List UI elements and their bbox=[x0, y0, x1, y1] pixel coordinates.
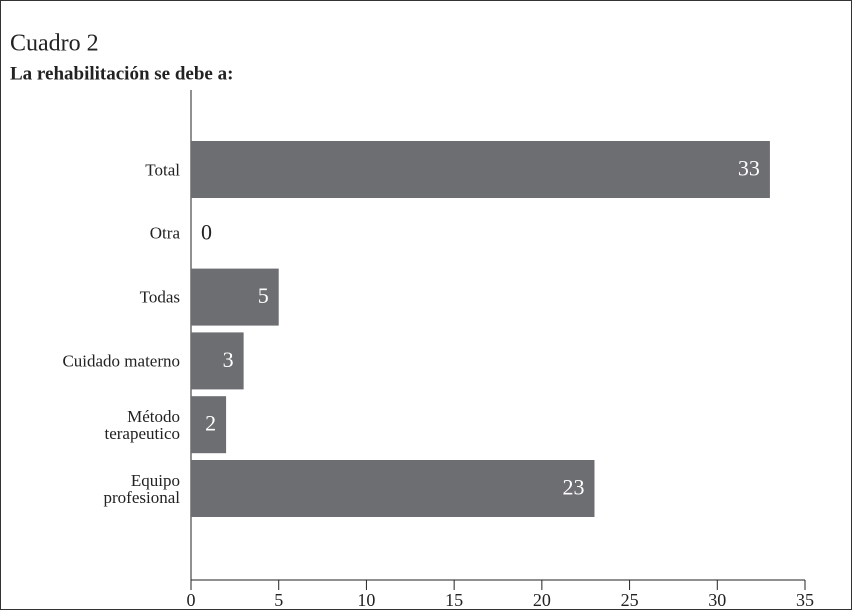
x-tick-label: 30 bbox=[708, 590, 726, 610]
y-tick-label: Todas bbox=[139, 287, 180, 307]
bar bbox=[191, 141, 770, 198]
data-label: 23 bbox=[562, 475, 584, 500]
y-tick-label: Otra bbox=[149, 223, 180, 243]
bar bbox=[191, 460, 595, 517]
x-tick-label: 25 bbox=[621, 590, 639, 610]
data-label: 2 bbox=[205, 411, 216, 436]
y-tick-label: Cuidado materno bbox=[62, 351, 180, 371]
chart-subtitle: La rehabilitación se debe a: bbox=[10, 63, 233, 84]
x-tick-label: 10 bbox=[357, 590, 375, 610]
bar bbox=[191, 268, 279, 326]
x-tick-label: 20 bbox=[533, 590, 551, 610]
bar bbox=[191, 396, 227, 454]
x-tick-label: 35 bbox=[796, 590, 814, 610]
x-tick-label: 5 bbox=[274, 590, 283, 610]
y-tick-label: Total bbox=[145, 160, 180, 179]
bar bbox=[191, 332, 244, 390]
x-tick-label: 0 bbox=[187, 590, 196, 610]
chart-title: Cuadro 2 bbox=[10, 31, 99, 57]
x-tick-label: 15 bbox=[445, 590, 463, 610]
data-label: 3 bbox=[223, 347, 234, 372]
y-tick-label: Método terapeutico bbox=[104, 406, 180, 443]
data-label: 5 bbox=[258, 283, 269, 308]
y-tick-label: Equipo profesional bbox=[103, 470, 180, 507]
data-label: 0 bbox=[201, 219, 212, 244]
data-label: 33 bbox=[738, 156, 760, 181]
